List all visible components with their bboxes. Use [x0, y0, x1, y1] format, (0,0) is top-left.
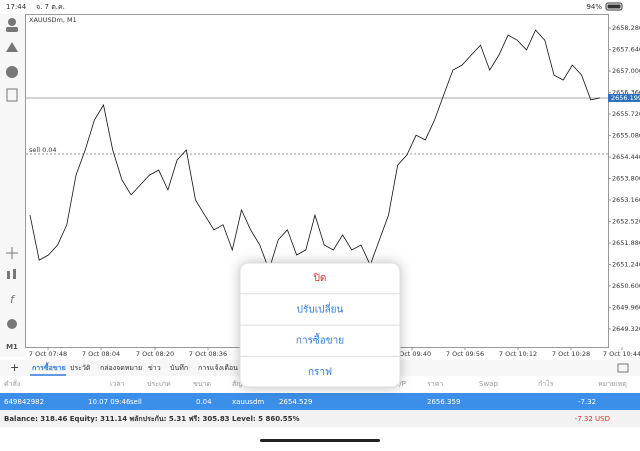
- status-time: 17:44: [6, 3, 27, 11]
- summary-text: Balance: 318.46 Equity: 311.14 พลักประกั…: [4, 415, 299, 423]
- y-tick-label: 2651.880: [612, 239, 640, 247]
- y-tick-label: 2650.600: [612, 282, 640, 290]
- column-header: Swap: [479, 380, 498, 388]
- icon-indicator-2: [13, 269, 16, 279]
- column-header: คำสั่ง: [4, 379, 20, 388]
- icon-trade[interactable]: [6, 42, 18, 52]
- selected-row[interactable]: [0, 393, 640, 410]
- toolbar-icons: f: [6, 18, 18, 329]
- icon-account[interactable]: [8, 18, 16, 26]
- icon-account-body: [6, 27, 18, 32]
- y-tick-label: 2656.360: [612, 89, 640, 97]
- menu-item[interactable]: ปรับเปลี่ยน: [297, 301, 344, 315]
- row-cell: 2654.529: [279, 398, 312, 406]
- column-header: เวลา: [110, 380, 125, 388]
- icon-crosshair[interactable]: [6, 247, 18, 259]
- x-tick-label: 7 Oct 09:56: [446, 350, 484, 358]
- price-box: [608, 93, 640, 102]
- row-cell: 10.07 09:46: [88, 398, 131, 406]
- x-tick-label: 7 Oct 07:48: [29, 350, 67, 358]
- symbol-label: XAUUSDm, M1: [29, 16, 77, 24]
- battery-level: [607, 4, 621, 9]
- tab[interactable]: ประวัติ: [70, 364, 91, 372]
- layout-icon[interactable]: [617, 363, 629, 373]
- y-tick-label: 2651.240: [612, 260, 640, 268]
- x-tick-label: 7 Oct 08:36: [189, 350, 227, 358]
- tab[interactable]: กล่องจดหมาย: [100, 364, 142, 372]
- row-cell: xauusdm: [232, 398, 264, 406]
- column-header: T/P: [394, 380, 406, 388]
- icon-function[interactable]: f: [10, 293, 16, 306]
- icon-chat[interactable]: [6, 66, 18, 78]
- menu-item[interactable]: การซื้อขาย: [296, 333, 344, 347]
- icon-indicator[interactable]: [7, 271, 10, 279]
- y-tick-label: 2652.520: [612, 217, 640, 225]
- status-battery: 94%: [586, 3, 602, 11]
- y-tick-label: 2654.440: [612, 153, 640, 161]
- summary-row: [0, 410, 640, 427]
- x-tick-label: 7 Oct 08:04: [82, 350, 120, 358]
- tab[interactable]: ข่าว: [148, 364, 161, 372]
- home-indicator: [260, 439, 380, 442]
- y-tick-label: 2653.160: [612, 196, 640, 204]
- x-tick-label: 7 Oct 10:44: [603, 350, 640, 358]
- y-tick-label: 2657.000: [612, 67, 640, 75]
- price-line-series: [29, 29, 601, 272]
- x-tick-label: 7 Oct 09:40: [393, 350, 431, 358]
- icon-objects[interactable]: [7, 319, 17, 329]
- row-cell: 0.04: [196, 398, 212, 406]
- x-tick-label: 7 Oct 10:12: [499, 350, 537, 358]
- tab[interactable]: การซื้อขาย: [32, 361, 66, 372]
- column-header: ประเภท: [147, 380, 171, 388]
- status-date: จ. 7 ต.ค.: [36, 3, 65, 11]
- icon-add[interactable]: [6, 88, 18, 102]
- add-button[interactable]: +: [10, 361, 19, 374]
- y-tick-label: 2655.720: [612, 110, 640, 118]
- row-cell: -7.32: [578, 398, 596, 406]
- y-tick-label: 2653.800: [612, 174, 640, 182]
- y-tick-label: 2649.960: [612, 303, 640, 311]
- price-box-label: 2656.199: [611, 94, 640, 102]
- column-header: หมายเหตุ: [598, 380, 627, 388]
- timeframe[interactable]: M1: [6, 343, 18, 351]
- x-tick-label: 7 Oct 10:28: [552, 350, 590, 358]
- column-header: ขนาด: [193, 380, 211, 388]
- x-tick-label: 7 Oct 08:20: [136, 350, 174, 358]
- row-cell: sell: [130, 398, 142, 406]
- battery-icon: [605, 2, 623, 11]
- y-tick-label: 2658.280: [612, 24, 640, 32]
- row-cell: 649842982: [4, 398, 44, 406]
- row-cell: 2656.359: [427, 398, 460, 406]
- y-tick-label: 2649.320: [612, 325, 640, 333]
- menu-item[interactable]: ปิด: [313, 273, 326, 284]
- tab[interactable]: การแจ้งเตือน: [198, 364, 238, 372]
- order-label: sell 0.04: [29, 146, 57, 154]
- menu-item[interactable]: กราฟ: [308, 367, 332, 378]
- y-tick-label: 2655.080: [612, 132, 640, 140]
- column-header: ราคา: [427, 380, 443, 388]
- column-header: กำไร: [538, 379, 554, 388]
- tab[interactable]: บันทึก: [170, 363, 188, 372]
- y-tick-label: 2657.640: [612, 46, 640, 54]
- summary-profit: -7.32 USD: [575, 415, 610, 423]
